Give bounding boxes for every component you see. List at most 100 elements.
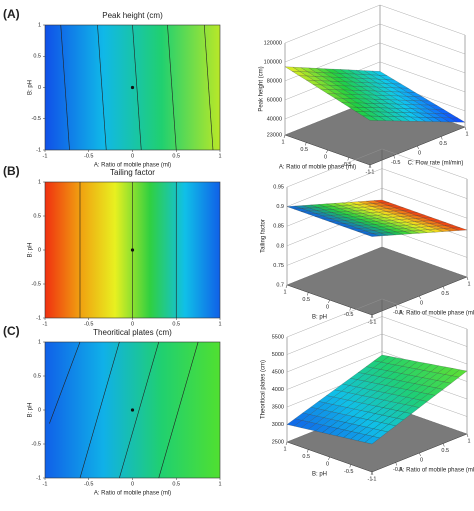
x-tick-label: 0.5 bbox=[172, 321, 180, 327]
y-tick-label: 1 bbox=[38, 22, 41, 28]
y-axis-label: B: pH bbox=[28, 242, 34, 257]
y-tick-label: 0.5 bbox=[441, 291, 449, 297]
grid-line bbox=[286, 148, 468, 188]
design-point bbox=[130, 408, 135, 412]
x-tick bbox=[349, 307, 351, 311]
x-tick-label: -1 bbox=[368, 319, 373, 325]
y-tick bbox=[371, 314, 374, 319]
z-tick-label: 4500 bbox=[272, 369, 284, 375]
y-tick bbox=[443, 286, 445, 290]
x-tick-label: 0.5 bbox=[300, 147, 308, 153]
y-tick-label: -1 bbox=[372, 319, 377, 325]
z-tick-label: 120000 bbox=[264, 40, 282, 46]
x-tick bbox=[305, 142, 307, 146]
x-tick-label: -0.5 bbox=[84, 321, 93, 327]
y-tick-label: -1 bbox=[36, 147, 41, 153]
design-point bbox=[130, 248, 135, 252]
y-tick bbox=[395, 305, 397, 309]
y-tick-label: 1 bbox=[467, 438, 470, 444]
z-tick-label: 80000 bbox=[267, 78, 282, 84]
y-tick-label: 1 bbox=[467, 281, 470, 287]
floor bbox=[286, 246, 468, 316]
z-tick-label: 23000 bbox=[267, 132, 282, 138]
y-tick-label: -0.5 bbox=[393, 467, 402, 473]
z-tick-label: 5500 bbox=[272, 334, 284, 340]
x-tick-label: -0.5 bbox=[342, 162, 351, 168]
x-tick-label: -0.5 bbox=[344, 312, 353, 318]
x-tick bbox=[347, 157, 349, 161]
x-tick bbox=[370, 471, 373, 476]
x-tick-label: 0.5 bbox=[302, 454, 310, 460]
y-tick bbox=[419, 452, 421, 457]
y-tick-label: 0.5 bbox=[439, 141, 447, 147]
panel-label: (B) bbox=[3, 164, 20, 178]
grid-line bbox=[286, 316, 468, 355]
x-tick-label: 0.5 bbox=[172, 153, 180, 159]
panel-label: (C) bbox=[3, 324, 20, 338]
y-tick bbox=[393, 155, 395, 159]
z-tick-label: 3000 bbox=[272, 422, 284, 428]
grid-line bbox=[284, 61, 466, 101]
x-tick-label: 0 bbox=[131, 321, 134, 327]
x-tick-label: -0.5 bbox=[344, 469, 353, 475]
grid-line bbox=[284, 4, 466, 44]
z-tick-label: 0.7 bbox=[276, 282, 284, 288]
surface-cell bbox=[449, 117, 466, 123]
z-tick-label: 100000 bbox=[264, 59, 282, 65]
design-point bbox=[130, 85, 135, 90]
contour-line bbox=[203, 24, 214, 151]
contour-line bbox=[167, 24, 177, 151]
contour-line bbox=[79, 341, 120, 479]
grid-line bbox=[286, 246, 468, 286]
y-tick-label: 0.5 bbox=[33, 54, 41, 60]
z-tick-label: 60000 bbox=[267, 97, 282, 103]
grid-line bbox=[286, 333, 468, 373]
x-tick bbox=[283, 134, 286, 139]
y-tick-label: 0 bbox=[38, 85, 41, 91]
grid-line bbox=[284, 23, 466, 63]
z-tick-label: 0.75 bbox=[273, 263, 284, 269]
x-axis-label: B: pH bbox=[312, 315, 327, 321]
y-tick bbox=[369, 164, 372, 169]
z-tick-label: 0.9 bbox=[276, 204, 284, 210]
y-tick bbox=[441, 136, 443, 140]
panel-label: (A) bbox=[3, 7, 20, 21]
grid-line bbox=[286, 298, 468, 338]
x-tick-label: 0 bbox=[326, 304, 329, 310]
y-tick-label: 0 bbox=[38, 247, 41, 253]
y-axis-label: A: Ratio of mobile phase (ml) bbox=[399, 311, 474, 317]
x-tick-label: -1 bbox=[368, 476, 373, 482]
chart-title: Tailing factor bbox=[110, 168, 155, 177]
x-tick-label: -1 bbox=[43, 321, 48, 327]
x-tick bbox=[328, 299, 330, 304]
x-tick bbox=[349, 464, 351, 468]
x-tick-label: 1 bbox=[218, 153, 221, 159]
z-tick-label: 4000 bbox=[272, 387, 284, 393]
z-axis-label: Theoritical plates (cm) bbox=[261, 360, 267, 419]
y-axis-label: C: Flow rate (ml/min) bbox=[408, 161, 464, 167]
z-tick-label: 5000 bbox=[272, 352, 284, 358]
y-tick-label: -0.5 bbox=[32, 116, 41, 122]
z-tick-label: 2500 bbox=[272, 439, 284, 445]
y-axis-label: B: pH bbox=[28, 402, 34, 417]
surface-cell bbox=[451, 227, 468, 231]
y-tick bbox=[371, 471, 374, 476]
y-tick bbox=[443, 443, 445, 447]
y-tick-label: -1 bbox=[372, 476, 377, 482]
x-tick-label: 1 bbox=[283, 446, 286, 452]
y-tick bbox=[466, 433, 469, 438]
y-axis-label: B: pH bbox=[28, 80, 34, 95]
surface-cell bbox=[451, 369, 468, 378]
x-tick bbox=[285, 284, 288, 289]
x-tick bbox=[326, 149, 328, 154]
contour-line bbox=[158, 341, 199, 479]
y-tick-label: 0 bbox=[420, 300, 423, 306]
z-tick-label: 0.85 bbox=[273, 224, 284, 230]
y-tick-label: 1 bbox=[38, 179, 41, 185]
z-tick-label: 40000 bbox=[267, 116, 282, 122]
x-tick-label: 0 bbox=[131, 153, 134, 159]
x-tick-label: -1 bbox=[43, 481, 48, 487]
y-tick bbox=[464, 126, 467, 131]
chart-title: Peak height (cm) bbox=[102, 11, 163, 20]
